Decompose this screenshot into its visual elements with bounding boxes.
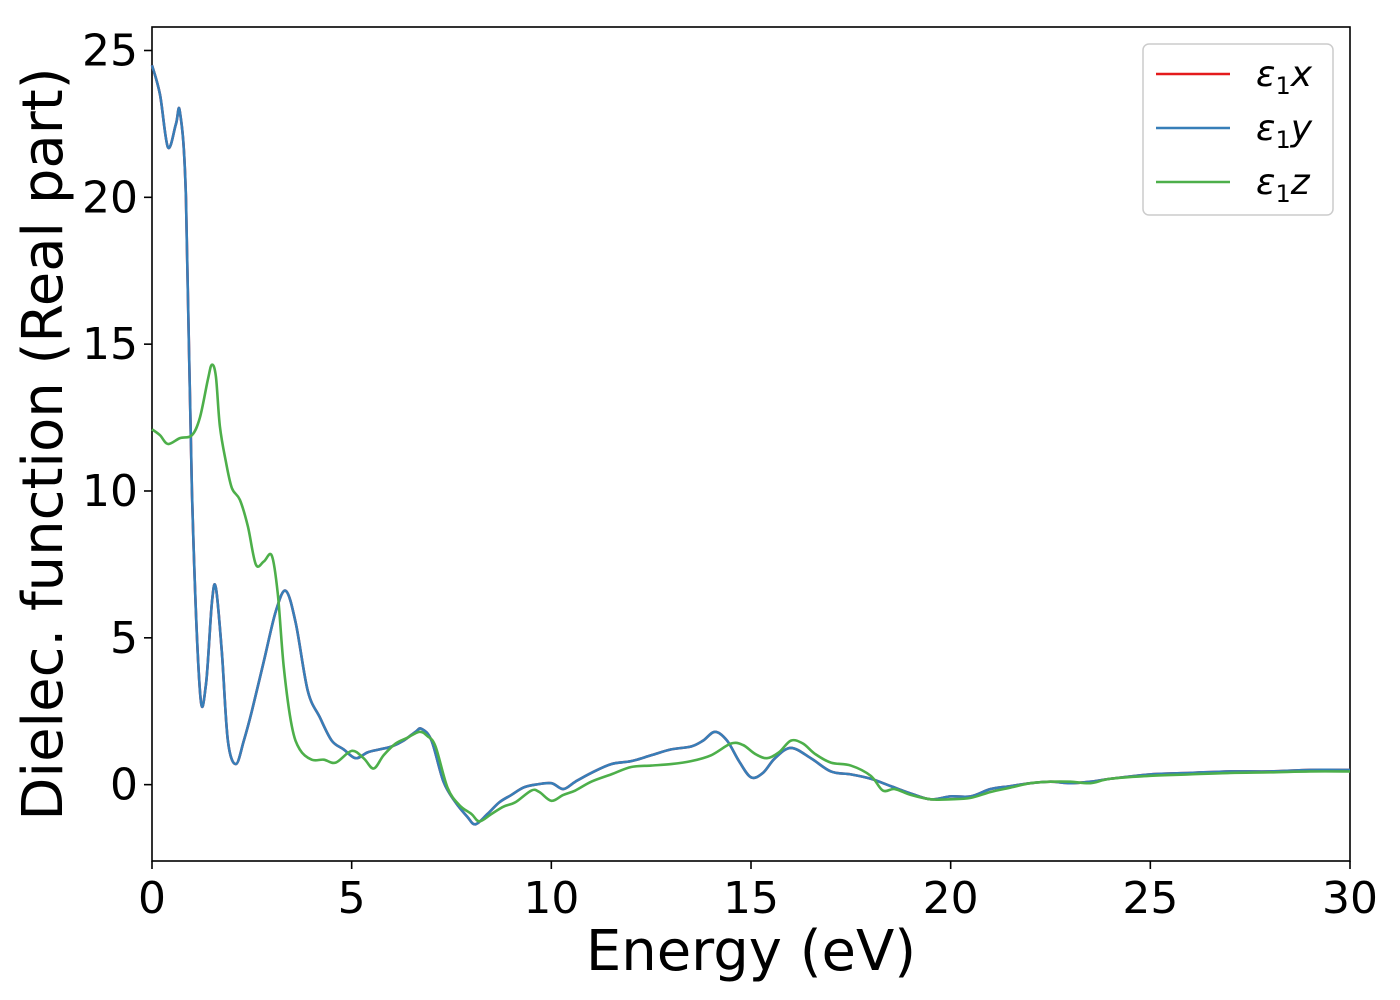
series-line-eps1y (150, 64, 1351, 826)
x-tick-label: 30 (1322, 873, 1378, 924)
y-tick-label: 0 (110, 760, 138, 811)
legend-label-eps1z: ε1z (1256, 162, 1311, 208)
x-axis-title: Energy (eV) (586, 919, 916, 984)
series-line-eps1z (151, 363, 1351, 823)
y-axis-ticks: 0 5 10 15 20 25 (82, 25, 152, 811)
legend-label-eps1x: ε1x (1256, 54, 1313, 100)
y-tick-label: 25 (82, 25, 138, 76)
y-tick-label: 15 (82, 319, 138, 370)
series-layer (150, 64, 1351, 826)
x-tick-label: 10 (523, 873, 579, 924)
y-axis-title: Dielec. function (Real part) (11, 67, 76, 820)
legend: ε1x ε1y ε1z (1142, 43, 1334, 216)
legend-box (1142, 43, 1334, 216)
x-tick-label: 5 (338, 873, 366, 924)
y-tick-label: 5 (110, 613, 138, 664)
x-tick-label: 20 (923, 873, 979, 924)
x-tick-label: 25 (1122, 873, 1178, 924)
y-tick-label: 10 (82, 466, 138, 517)
x-axis-ticks: 0 5 10 15 20 25 30 (138, 861, 1378, 924)
x-tick-label: 0 (138, 873, 166, 924)
x-tick-label: 15 (723, 873, 779, 924)
legend-label-eps1y: ε1y (1256, 108, 1313, 154)
y-tick-label: 20 (82, 172, 138, 223)
